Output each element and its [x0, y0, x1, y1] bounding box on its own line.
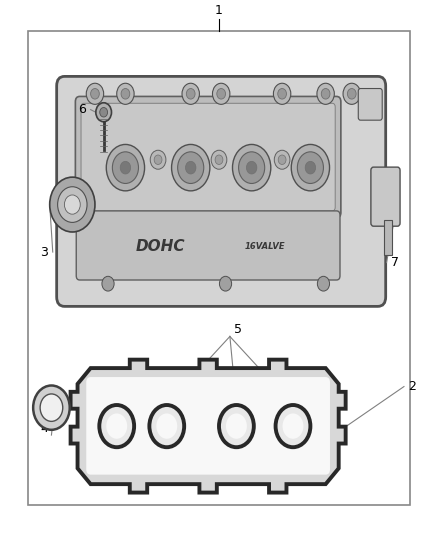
- Circle shape: [86, 83, 104, 104]
- Circle shape: [172, 144, 210, 191]
- Circle shape: [106, 144, 145, 191]
- Circle shape: [121, 88, 130, 99]
- Text: 5: 5: [234, 324, 242, 336]
- Circle shape: [247, 161, 257, 174]
- FancyBboxPatch shape: [371, 167, 400, 226]
- Circle shape: [226, 414, 247, 439]
- Circle shape: [100, 108, 108, 117]
- Circle shape: [40, 394, 63, 422]
- Circle shape: [291, 144, 329, 191]
- Circle shape: [49, 177, 95, 232]
- FancyBboxPatch shape: [75, 96, 341, 218]
- Circle shape: [154, 155, 162, 165]
- FancyBboxPatch shape: [358, 88, 382, 120]
- Text: 7: 7: [391, 256, 399, 269]
- Circle shape: [91, 88, 99, 99]
- Circle shape: [113, 152, 138, 183]
- Circle shape: [64, 195, 80, 214]
- Circle shape: [182, 83, 199, 104]
- Text: 2: 2: [408, 380, 416, 393]
- FancyBboxPatch shape: [81, 103, 335, 211]
- Circle shape: [233, 144, 271, 191]
- Circle shape: [149, 405, 184, 447]
- Circle shape: [283, 414, 304, 439]
- Circle shape: [239, 152, 265, 183]
- Circle shape: [321, 88, 330, 99]
- Circle shape: [96, 103, 112, 122]
- Circle shape: [219, 276, 232, 291]
- Bar: [384, 221, 392, 255]
- Circle shape: [186, 88, 195, 99]
- Circle shape: [278, 155, 286, 165]
- Circle shape: [317, 83, 334, 104]
- Polygon shape: [71, 360, 346, 492]
- Circle shape: [150, 150, 166, 169]
- Circle shape: [33, 385, 70, 430]
- Circle shape: [343, 83, 360, 104]
- Circle shape: [274, 150, 290, 169]
- FancyBboxPatch shape: [86, 377, 330, 475]
- Circle shape: [211, 150, 227, 169]
- Circle shape: [212, 83, 230, 104]
- Circle shape: [273, 83, 291, 104]
- Circle shape: [219, 405, 254, 447]
- Circle shape: [297, 152, 323, 183]
- Circle shape: [185, 161, 196, 174]
- Circle shape: [305, 161, 316, 174]
- Circle shape: [117, 83, 134, 104]
- Circle shape: [318, 276, 329, 291]
- Circle shape: [106, 414, 127, 439]
- Text: 1: 1: [215, 4, 223, 17]
- FancyBboxPatch shape: [57, 76, 386, 306]
- Text: 4: 4: [41, 422, 48, 435]
- Text: 3: 3: [41, 246, 48, 259]
- Circle shape: [156, 414, 177, 439]
- Circle shape: [347, 88, 356, 99]
- Text: 6: 6: [78, 103, 86, 116]
- Circle shape: [276, 405, 311, 447]
- Bar: [28, 30, 410, 505]
- FancyBboxPatch shape: [76, 211, 340, 280]
- Circle shape: [120, 161, 131, 174]
- Circle shape: [215, 155, 223, 165]
- Text: 16VALVE: 16VALVE: [244, 243, 285, 251]
- Circle shape: [217, 88, 226, 99]
- Circle shape: [278, 88, 286, 99]
- Circle shape: [58, 187, 87, 222]
- Circle shape: [178, 152, 204, 183]
- Text: DOHC: DOHC: [135, 239, 185, 254]
- Circle shape: [99, 405, 134, 447]
- Circle shape: [102, 276, 114, 291]
